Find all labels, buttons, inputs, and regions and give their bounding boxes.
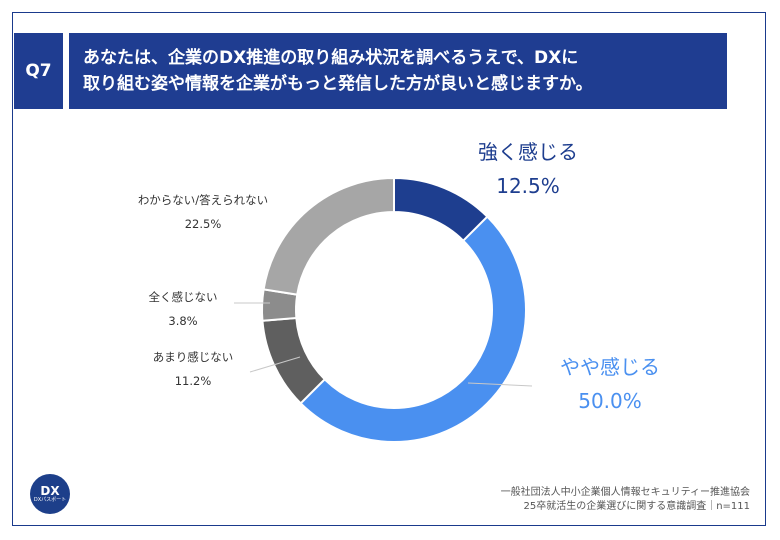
label-mattaku-name: 全く感じない — [148, 290, 218, 304]
label-mattaku: 全く感じない 3.8% — [133, 285, 233, 333]
slice-wakaranai — [262, 176, 395, 296]
label-tsuyoku: 強く感じる 12.5% — [458, 135, 598, 203]
label-tsuyoku-value: 12.5% — [496, 174, 560, 198]
label-yaya: やや感じる 50.0% — [535, 350, 685, 418]
dx-logo-subtext: DXパスポート — [33, 496, 67, 503]
label-yaya-value: 50.0% — [578, 389, 642, 413]
label-mattaku-value: 3.8% — [168, 314, 198, 328]
question-number: Q7 — [25, 61, 52, 81]
label-tsuyoku-name: 強く感じる — [478, 140, 578, 164]
dx-logo-text: DX — [40, 483, 60, 498]
label-wakaranai-name: わからない/答えられない — [137, 193, 269, 207]
question-text-line-1: あなたは、企業のDX推進の取り組み状況を調べるうえで、DXに — [83, 48, 579, 68]
label-wakaranai-value: 22.5% — [184, 217, 222, 231]
label-wakaranai: わからない/答えられない 22.5% — [128, 188, 278, 236]
leader-amari — [249, 356, 301, 373]
figure-frame — [12, 12, 766, 526]
dx-logo: DX DXパスポート — [30, 474, 70, 514]
question-banner: あなたは、企業のDX推進の取り組み状況を調べるうえで、DXに 取り組む姿や情報を… — [69, 33, 727, 109]
slice-yaya — [299, 215, 527, 443]
source-line-1: 一般社団法人中小企業個人情報セキュリティー推進協会 — [500, 487, 750, 498]
label-amari-name: あまり感じない — [152, 350, 234, 364]
question-text-line-2: 取り組む姿や情報を企業がもっと発信した方が良いと感じますか。 — [83, 74, 593, 94]
label-amari: あまり感じない 11.2% — [138, 345, 248, 393]
question-number-badge: Q7 — [14, 33, 63, 109]
label-yaya-name: やや感じる — [560, 355, 660, 379]
leader-yaya — [467, 382, 533, 387]
source-note: 一般社団法人中小企業個人情報セキュリティー推進協会 25卒就活生の企業選びに関す… — [501, 486, 750, 514]
label-amari-value: 11.2% — [174, 374, 212, 388]
source-line-2: 25卒就活生の企業選びに関する意識調査｜n=111 — [523, 501, 750, 512]
